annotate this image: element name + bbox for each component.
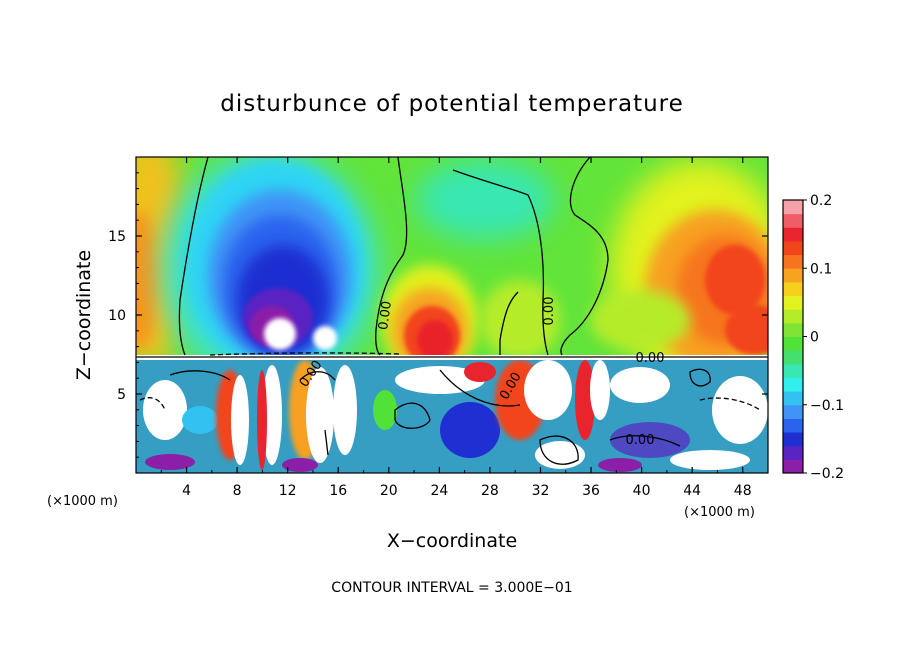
contour-line [439, 369, 521, 407]
colorbar-swatch [783, 240, 803, 256]
x-tick-label: 24 [430, 483, 448, 499]
x-axis: 4 8 12 16 20 24 28 32 36 40 44 48 [160, 157, 752, 499]
colorbar-swatch [783, 459, 803, 474]
x-tick-label: 4 [182, 483, 191, 499]
contour-line [394, 402, 431, 429]
contour-line [539, 435, 579, 465]
field-image [136, 157, 768, 473]
x-tick-label: 48 [734, 483, 752, 499]
contour-line [560, 157, 609, 356]
colorbar-swatch [783, 418, 803, 433]
colorbar-swatch [783, 295, 803, 310]
colorbar-swatch [783, 200, 803, 215]
lower-field [136, 358, 768, 473]
contour-label: 0.00 [542, 297, 557, 326]
colorbar-swatch [783, 322, 803, 337]
x-tick-label: 12 [279, 483, 297, 499]
contour-line [324, 429, 329, 456]
contour-line [499, 291, 519, 355]
colorbar-swatch [783, 227, 803, 242]
colorbar-swatch [783, 350, 803, 365]
colorbar-tick-label: 0.1 [810, 261, 832, 277]
colorbar-tick-label: 0 [810, 330, 819, 346]
contour-line [699, 397, 761, 411]
contour-line [375, 157, 408, 356]
y-tick-label: 15 [108, 229, 126, 245]
colorbar-swatch [783, 445, 803, 460]
colorbar-tick-label: 0.2 [810, 193, 832, 209]
x-tick-label: 36 [582, 483, 600, 499]
x-tick-label: 40 [633, 483, 651, 499]
contour-label: 0.00 [626, 433, 655, 448]
contour-label: 0.00 [376, 300, 395, 331]
x-axis-title: X−coordinate [387, 530, 517, 552]
contour-line [169, 370, 231, 381]
x-unit-left: (×1000 m) [47, 494, 118, 509]
upper-field [136, 157, 768, 358]
contour-line [139, 397, 166, 411]
y-tick-label: 10 [108, 308, 126, 324]
y-axis: 5 10 15 [108, 172, 768, 458]
colorbar-swatch [783, 254, 803, 269]
x-tick-label: 28 [481, 483, 499, 499]
x-tick-label: 44 [683, 483, 701, 499]
x-tick-label: 20 [380, 483, 398, 499]
colorbar-swatch [783, 391, 803, 406]
contour-line [689, 368, 711, 387]
colorbar-tick-label: −0.2 [810, 466, 844, 482]
contour-line [178, 157, 209, 356]
y-axis-title: Z−coordinate [73, 250, 95, 380]
x-tick-label: 8 [233, 483, 242, 499]
chart-title: disturbunce of potential temperature [220, 91, 684, 117]
contour-lines [136, 157, 768, 465]
colorbar-swatch [783, 432, 803, 447]
y-tick-label: 5 [117, 387, 126, 403]
colorbar-swatch [783, 268, 803, 283]
x-tick-label: 16 [329, 483, 347, 499]
contour-line [452, 169, 549, 356]
colorbar-swatch [783, 363, 803, 378]
x-tick-label: 32 [532, 483, 550, 499]
contour-interval-note: CONTOUR INTERVAL = 3.000E−01 [331, 580, 572, 596]
colorbar-swatch [783, 213, 803, 228]
colorbar-swatch [783, 309, 803, 324]
contour-label: 0.00 [636, 351, 665, 366]
contour-line [299, 371, 336, 381]
colorbar-swatch [783, 281, 803, 297]
x-unit-right: (×1000 m) [684, 505, 755, 520]
colorbar: 0.2 0.1 0 −0.1 −0.2 [782, 193, 844, 482]
colorbar-swatch [783, 377, 803, 392]
contour-line [609, 435, 681, 447]
colorbar-swatch [783, 336, 803, 351]
colorbar-swatch [783, 404, 803, 419]
contour-line [209, 352, 401, 356]
colorbar-tick-label: −0.1 [810, 398, 844, 414]
